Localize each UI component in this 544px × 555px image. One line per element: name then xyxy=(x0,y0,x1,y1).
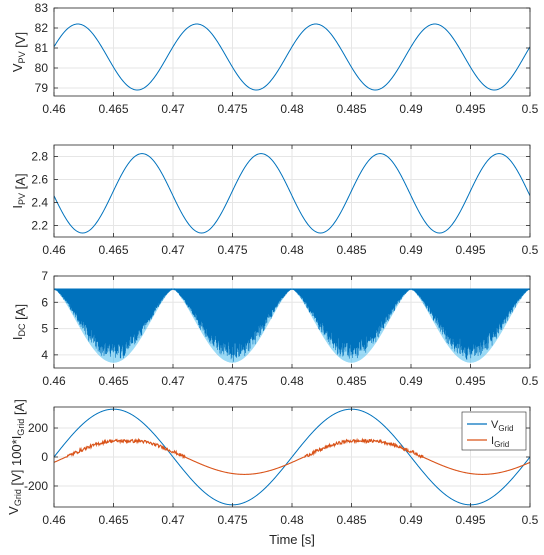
plot-content xyxy=(54,153,530,234)
x-tick-label: 0.47 xyxy=(161,102,185,116)
y-tick-label: 80 xyxy=(35,61,49,75)
series-line-v-grid xyxy=(54,408,530,506)
x-tick-label: 0.46 xyxy=(42,243,66,257)
x-tick-label: 0.485 xyxy=(336,513,366,527)
x-tick-label: 0.485 xyxy=(336,374,366,388)
y-tick-label: 2.4 xyxy=(31,196,48,210)
plot-content xyxy=(54,23,530,91)
x-tick-label: 0.475 xyxy=(217,102,247,116)
y-axis-label: VPV [V] xyxy=(10,32,28,72)
x-tick-label: 0.465 xyxy=(98,243,128,257)
x-tick-label: 0.47 xyxy=(161,374,185,388)
plot-content xyxy=(54,408,530,506)
x-tick-label: 0.5 xyxy=(522,513,539,527)
panel-3: 0.46 0.465 0.47 0.475 0.48 0.485 0.49 0.495 0.5 4… xyxy=(10,269,539,388)
plot-content xyxy=(54,287,530,363)
y-axis-label-part: I xyxy=(10,205,25,209)
y-tick-label: 2.6 xyxy=(31,173,48,187)
x-tick-label: 0.465 xyxy=(98,102,128,116)
y-axis-label-part: [A] xyxy=(12,399,27,419)
x-tick-label: 0.495 xyxy=(455,243,485,257)
y-axis-label-subscript: PV xyxy=(17,193,27,205)
x-tick-label: 0.49 xyxy=(399,243,423,257)
x-tick-label: 0.5 xyxy=(522,102,539,116)
y-tick-label: 82 xyxy=(35,21,49,35)
y-tick-label: 5 xyxy=(41,322,48,336)
y-axis-label-subscript: Grid xyxy=(16,419,26,436)
x-tick-label: 0.475 xyxy=(217,513,247,527)
series-line-i-grid xyxy=(54,437,530,475)
x-tick-label: 0.485 xyxy=(336,243,366,257)
y-axis-label-part: [V] 100*I xyxy=(9,436,24,489)
panel-4: 0.46 0.465 0.47 0.475 0.48 0.485 0.49 0.495 0.5 -… xyxy=(6,399,539,547)
y-axis-label-part: [V] xyxy=(13,32,28,52)
legend-entry-subscript: Grid xyxy=(498,424,513,433)
y-tick-label: 81 xyxy=(35,41,49,55)
x-tick-label: 0.495 xyxy=(455,513,485,527)
x-tick-label: 0.5 xyxy=(522,243,539,257)
x-tick-label: 0.485 xyxy=(336,102,366,116)
y-axis-label-part: V xyxy=(6,506,21,515)
x-tick-label: 0.49 xyxy=(399,374,423,388)
y-tick-label: 83 xyxy=(35,1,49,15)
y-axis-label-part: [A] xyxy=(13,304,28,324)
y-tick-label: 2.8 xyxy=(31,150,48,164)
x-tick-label: 0.5 xyxy=(522,374,539,388)
y-tick-label: 7 xyxy=(41,269,48,283)
panel-1: 0.46 0.465 0.47 0.475 0.48 0.485 0.49 0.495 0.5 7… xyxy=(10,1,539,116)
x-tick-label: 0.48 xyxy=(280,243,304,257)
x-tick-label: 0.47 xyxy=(161,243,185,257)
x-tick-label: 0.465 xyxy=(98,374,128,388)
y-axis-label: VGrid [V] 100*IGrid [A] xyxy=(6,399,27,515)
x-tick-label: 0.47 xyxy=(161,513,185,527)
y-axis-label-part: I xyxy=(10,336,25,340)
x-axis-label: Time [s] xyxy=(269,532,315,547)
legend-entry-v-grid: VGrid xyxy=(491,419,513,433)
y-tick-label: 79 xyxy=(35,81,49,95)
x-tick-label: 0.46 xyxy=(42,513,66,527)
x-tick-label: 0.495 xyxy=(455,374,485,388)
x-tick-label: 0.475 xyxy=(217,374,247,388)
x-tick-label: 0.48 xyxy=(280,102,304,116)
x-tick-label: 0.49 xyxy=(399,102,423,116)
y-tick-label: 6 xyxy=(41,295,48,309)
x-tick-label: 0.465 xyxy=(98,513,128,527)
x-tick-label: 0.495 xyxy=(455,102,485,116)
y-axis-label-part: V xyxy=(10,63,25,72)
x-tick-label: 0.49 xyxy=(399,513,423,527)
x-tick-label: 0.46 xyxy=(42,102,66,116)
x-tick-label: 0.48 xyxy=(280,513,304,527)
y-axis-label-subscript: Grid xyxy=(13,489,23,506)
y-axis-label: IPV [A] xyxy=(10,173,28,208)
x-tick-label: 0.48 xyxy=(280,374,304,388)
panel-2: 0.46 0.465 0.47 0.475 0.48 0.485 0.49 0.495 0.5 2… xyxy=(10,144,539,257)
y-tick-label: 4 xyxy=(41,348,48,362)
legend-entry-subscript: Grid xyxy=(494,440,509,449)
y-tick-label: -200 xyxy=(24,479,48,493)
legend-entry-main: V xyxy=(491,419,499,431)
y-axis-label-part: [A] xyxy=(13,173,28,193)
legend-entry-main: I xyxy=(491,435,494,447)
y-tick-label: 0 xyxy=(41,450,48,464)
x-tick-label: 0.46 xyxy=(42,374,66,388)
y-tick-label: 2.2 xyxy=(31,219,48,233)
x-tick-label: 0.475 xyxy=(217,243,247,257)
legend-box xyxy=(461,411,527,451)
legend-entry-i-grid: IGrid xyxy=(491,435,509,449)
y-tick-label: 200 xyxy=(28,421,48,435)
series-line-signal xyxy=(54,23,530,91)
y-axis-label-subscript: PV xyxy=(17,51,27,63)
y-axis-label-subscript: DC xyxy=(17,323,27,336)
y-axis-label: IDC [A] xyxy=(10,304,28,340)
series-line-signal xyxy=(54,153,530,234)
